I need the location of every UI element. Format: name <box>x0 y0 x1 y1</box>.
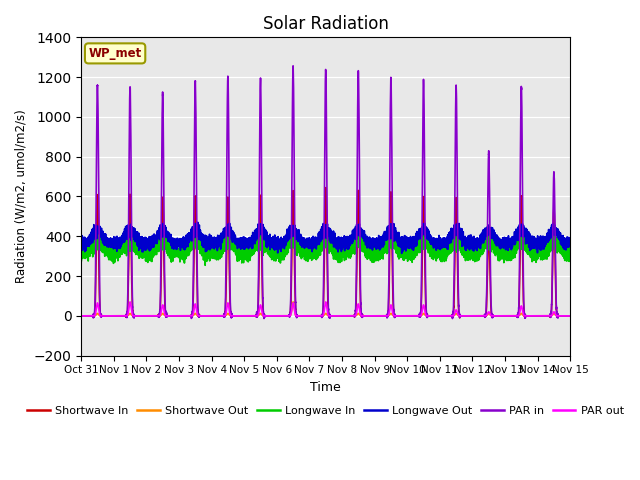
Text: WP_met: WP_met <box>88 47 141 60</box>
X-axis label: Time: Time <box>310 381 341 394</box>
Title: Solar Radiation: Solar Radiation <box>263 15 388 33</box>
Legend: Shortwave In, Shortwave Out, Longwave In, Longwave Out, PAR in, PAR out: Shortwave In, Shortwave Out, Longwave In… <box>23 401 628 420</box>
Y-axis label: Radiation (W/m2, umol/m2/s): Radiation (W/m2, umol/m2/s) <box>15 109 28 283</box>
